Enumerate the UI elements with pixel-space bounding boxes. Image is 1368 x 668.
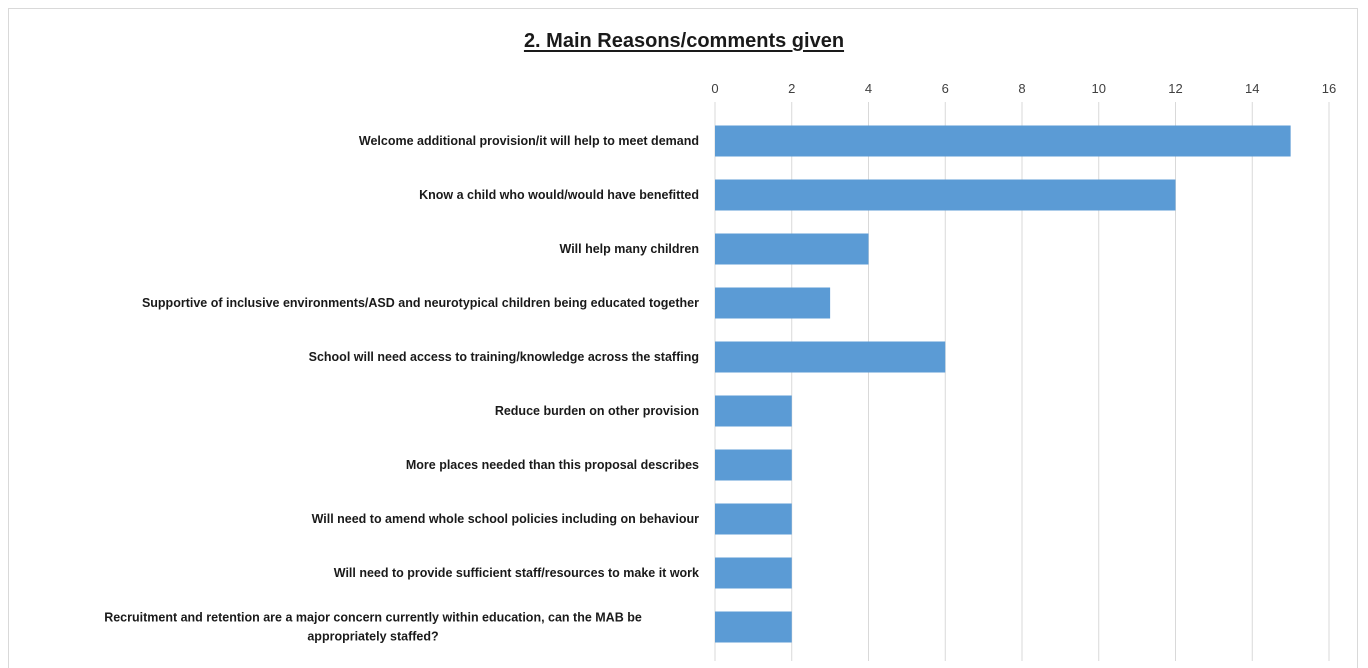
category-label: Will need to amend whole school policies… [312, 512, 700, 526]
bar [715, 611, 792, 643]
x-tick-label: 16 [1322, 81, 1336, 96]
chart-frame [8, 8, 1358, 668]
category-label: Reduce burden on other provision [495, 404, 699, 418]
x-tick-label: 14 [1245, 81, 1259, 96]
category-label: Recruitment and retention are a major co… [104, 611, 642, 625]
bar [715, 287, 831, 319]
bar [715, 341, 946, 373]
category-label: More places needed than this proposal de… [406, 458, 699, 472]
bar [715, 503, 792, 535]
bar [715, 125, 1291, 157]
category-label: appropriately staffed? [307, 630, 438, 644]
chart-title: 2. Main Reasons/comments given [523, 30, 845, 52]
x-tick-label: 2 [788, 81, 795, 96]
x-tick-label: 8 [1018, 81, 1025, 96]
x-tick-label: 6 [942, 81, 949, 96]
category-label: Will need to provide sufficient staff/re… [334, 566, 699, 580]
category-label: Supportive of inclusive environments/ASD… [142, 296, 699, 310]
bar [715, 395, 792, 427]
bar [715, 449, 792, 481]
bar [715, 179, 1176, 211]
x-tick-label: 0 [711, 81, 718, 96]
x-tick-label: 12 [1168, 81, 1182, 96]
category-label: Will help many children [560, 242, 700, 256]
bar [715, 233, 869, 265]
bar [715, 557, 792, 589]
x-tick-label: 4 [865, 81, 872, 96]
x-tick-label: 10 [1092, 81, 1106, 96]
category-label: Know a child who would/would have benefi… [419, 188, 699, 202]
category-label: School will need access to training/know… [309, 350, 699, 364]
category-label: Welcome additional provision/it will hel… [359, 134, 699, 148]
